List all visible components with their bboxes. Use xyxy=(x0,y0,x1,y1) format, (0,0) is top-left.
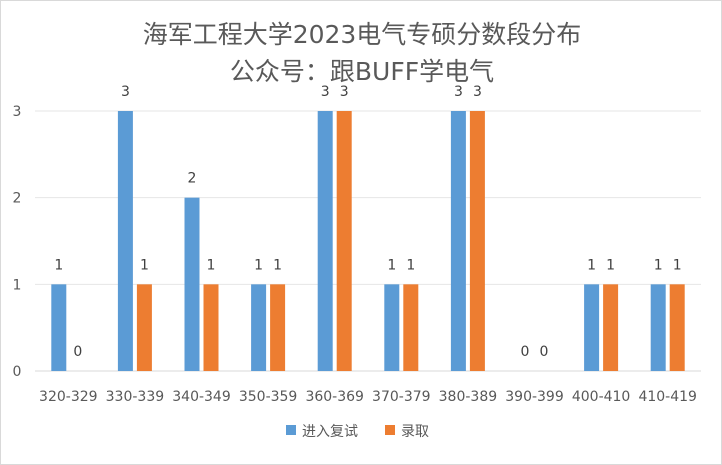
data-label-series2-5: 3 xyxy=(340,84,349,100)
legend-swatch-2 xyxy=(385,425,395,435)
bar-series1-2 xyxy=(117,111,133,371)
data-label-series1-9: 1 xyxy=(587,257,596,273)
legend: 进入复试 录取 xyxy=(286,423,429,440)
data-label-series2-1: 0 xyxy=(73,344,82,360)
data-label-series2-2: 1 xyxy=(140,257,149,273)
x-tick-label: 390-399 xyxy=(505,389,564,405)
x-tick-label: 340-349 xyxy=(172,389,231,405)
data-label-series1-1: 1 xyxy=(54,257,63,273)
chart-title: 海军工程大学2023电气专硕分数段分布 xyxy=(143,20,582,49)
data-label-series1-4: 1 xyxy=(254,257,263,273)
x-tick-label: 410-419 xyxy=(638,389,697,405)
data-label-series1-10: 1 xyxy=(654,257,663,273)
bar-series1-7 xyxy=(450,111,466,371)
data-label-series2-7: 3 xyxy=(473,84,482,100)
gridlines xyxy=(35,110,701,372)
y-tick-label: 1 xyxy=(13,277,22,293)
bar-series2-10 xyxy=(669,284,685,371)
data-label-series2-4: 1 xyxy=(273,257,282,273)
x-tick-label: 370-379 xyxy=(372,389,431,405)
y-tick-label: 0 xyxy=(13,364,22,380)
x-tick-label: 380-389 xyxy=(439,389,498,405)
x-tick-label: 400-410 xyxy=(572,389,631,405)
chart-subtitle: 公众号：跟BUFF学电气 xyxy=(230,57,494,86)
data-label-series1-7: 3 xyxy=(454,84,463,100)
bar-series1-3 xyxy=(184,197,200,371)
data-label-series2-8: 0 xyxy=(540,344,549,360)
data-label-series1-5: 3 xyxy=(321,84,330,100)
bar-series2-9 xyxy=(603,284,619,371)
x-tick-label: 360-369 xyxy=(305,389,364,405)
bars xyxy=(51,111,685,371)
data-label-series2-10: 1 xyxy=(673,257,682,273)
x-axis-ticks: 320-329 330-339 340-349 350-359 360-369 370-3… xyxy=(39,389,697,405)
data-label-series2-9: 1 xyxy=(606,257,615,273)
data-label-series1-3: 2 xyxy=(188,171,197,187)
bar-series1-5 xyxy=(317,111,333,371)
bar-series1-6 xyxy=(384,284,400,371)
y-axis-ticks: 0 1 2 3 xyxy=(13,104,22,380)
bar-series2-4 xyxy=(270,284,286,371)
legend-label-2: 录取 xyxy=(401,424,429,440)
bar-series2-2 xyxy=(136,284,152,371)
bar-series1-9 xyxy=(584,284,600,371)
x-tick-label: 320-329 xyxy=(39,389,98,405)
bar-series2-6 xyxy=(403,284,419,371)
data-label-series1-2: 3 xyxy=(121,84,130,100)
bar-series1-4 xyxy=(251,284,267,371)
data-label-series2-6: 1 xyxy=(406,257,415,273)
y-tick-label: 3 xyxy=(13,104,22,120)
y-tick-label: 2 xyxy=(13,191,22,207)
legend-swatch-1 xyxy=(286,425,296,435)
bar-series1-10 xyxy=(650,284,666,371)
bar-series1-1 xyxy=(51,284,67,371)
bar-series2-5 xyxy=(336,111,352,371)
bar-series2-7 xyxy=(469,111,485,371)
data-label-series1-8: 0 xyxy=(521,344,530,360)
x-tick-label: 350-359 xyxy=(239,389,298,405)
data-label-series1-6: 1 xyxy=(387,257,396,273)
bar-series2-3 xyxy=(203,284,219,371)
legend-label-1: 进入复试 xyxy=(302,423,358,440)
data-label-series2-3: 1 xyxy=(207,257,216,273)
x-tick-label: 330-339 xyxy=(106,389,165,405)
